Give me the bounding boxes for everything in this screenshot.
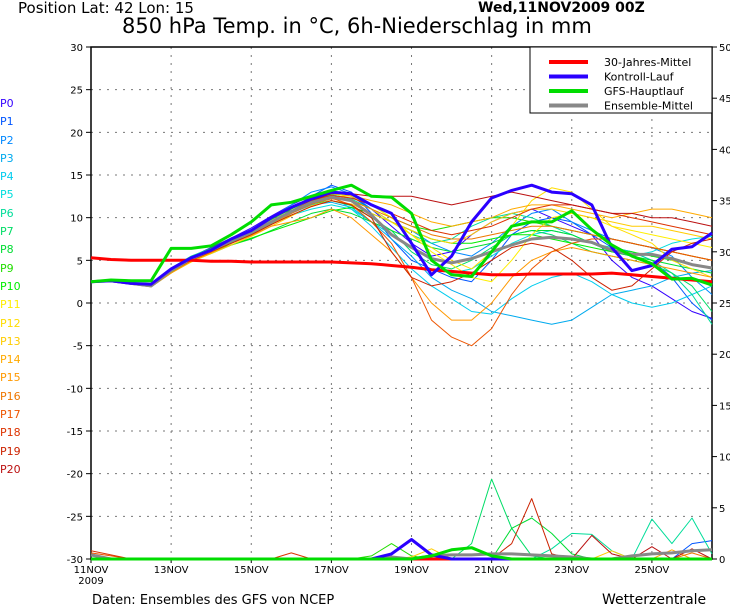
right-tick-label: 40 [719,145,730,156]
left-tick-label: -10 [67,384,83,395]
main-temp-line-GFS-Hauptlauf [90,183,713,287]
brand-label: Wetterzentrale [602,592,707,608]
member-label: P10 [0,279,21,293]
legend-label: Kontroll-Lauf [604,71,675,84]
member-label: P19 [0,444,21,458]
right-tick-label: 15 [719,401,730,412]
member-precip-line-P8 [91,517,712,560]
right-tick-label: 50 [719,43,730,54]
member-label: P18 [0,426,21,440]
member-label: P7 [0,225,14,239]
member-label: P0 [0,97,14,110]
chart-title: 850 hPa Temp. in °C, 6h-Niederschlag in … [122,14,592,38]
member-temp-line-P19 [90,200,713,291]
member-label: P12 [0,316,21,330]
right-tick-label: 20 [719,350,730,361]
legend-label: GFS-Hauptlauf [604,85,685,98]
member-label: P6 [0,206,14,220]
left-tick-label: 20 [70,128,83,139]
right-tick-label: 45 [719,94,730,105]
legend-box [529,46,713,114]
left-tick-label: 25 [70,86,83,97]
left-tick-label: 0 [77,299,83,310]
left-tick-label: -25 [67,512,83,523]
member-label: P5 [0,188,14,202]
x-tick-label: 19NOV [394,565,429,576]
member-label: P4 [0,170,14,184]
main-temp-line-Kontroll-Lauf [90,183,713,286]
left-tick-label: 30 [70,43,83,54]
x-tick-year: 2009 [78,576,103,587]
legend-label: 30-Jahres-Mittel [604,56,691,69]
member-precip-line-P6 [91,517,713,560]
x-tick-label: 21NOV [474,565,509,576]
right-tick-label: 35 [719,197,730,208]
x-tick-label: 23NOV [554,565,589,576]
right-tick-label: 0 [719,555,725,566]
main-temp-line-30-Jahres-Mittel [90,256,713,284]
member-label: P3 [0,151,14,165]
left-tick-label: 15 [70,171,83,182]
left-tick-label: -15 [67,427,83,438]
plot-frame [90,46,713,560]
member-labels: P0 P1 P2 P3 P4 P5 P6 P7 P8 P9 P10 P11 P12 P13 P14 P15 P1… [0,95,21,479]
member-label: P14 [0,353,21,367]
member-label: P9 [0,261,14,275]
x-tick-label: 17NOV [314,565,349,576]
right-tick-label: 30 [719,248,730,259]
left-tick-label: 5 [77,256,83,267]
x-tick-label: 25NOV [635,565,670,576]
member-label: P8 [0,243,14,257]
member-temp-line-P12 [90,187,713,287]
left-tick-label: -5 [73,342,83,353]
member-label: P11 [0,298,21,312]
member-label: P15 [0,371,21,385]
x-tick-label: 15NOV [234,565,269,576]
x-tick-label: 13NOV [154,565,189,576]
left-tick-label: 10 [70,214,83,225]
left-tick-label: -30 [67,555,83,566]
main-precip-line-GFS-Hauptlauf [91,546,712,561]
member-label: P16 [0,389,21,403]
legend-label: Ensemble-Mittel [604,100,693,113]
run-date: Wed,11NOV2009 00Z [478,0,645,16]
legend: 30-Jahres-Mittel Kontroll-LaufGFS-Hauptla… [529,46,713,114]
left-tick-label: -20 [67,470,83,481]
member-label: P13 [0,334,21,348]
right-tick-label: 25 [719,299,730,310]
member-label: P1 [0,115,14,129]
member-label: P20 [0,462,21,476]
x-tick-label: 11NOV [74,565,109,576]
member-label: P17 [0,408,21,422]
position-label: Position Lat: 42 Lon: 15 [18,0,194,17]
member-temp-line-P17 [90,197,713,347]
member-label: P2 [0,133,14,147]
right-tick-label: 5 [719,504,725,515]
data-source: Daten: Ensembles des GFS von NCEP [92,593,335,608]
right-tick-label: 10 [719,453,730,464]
